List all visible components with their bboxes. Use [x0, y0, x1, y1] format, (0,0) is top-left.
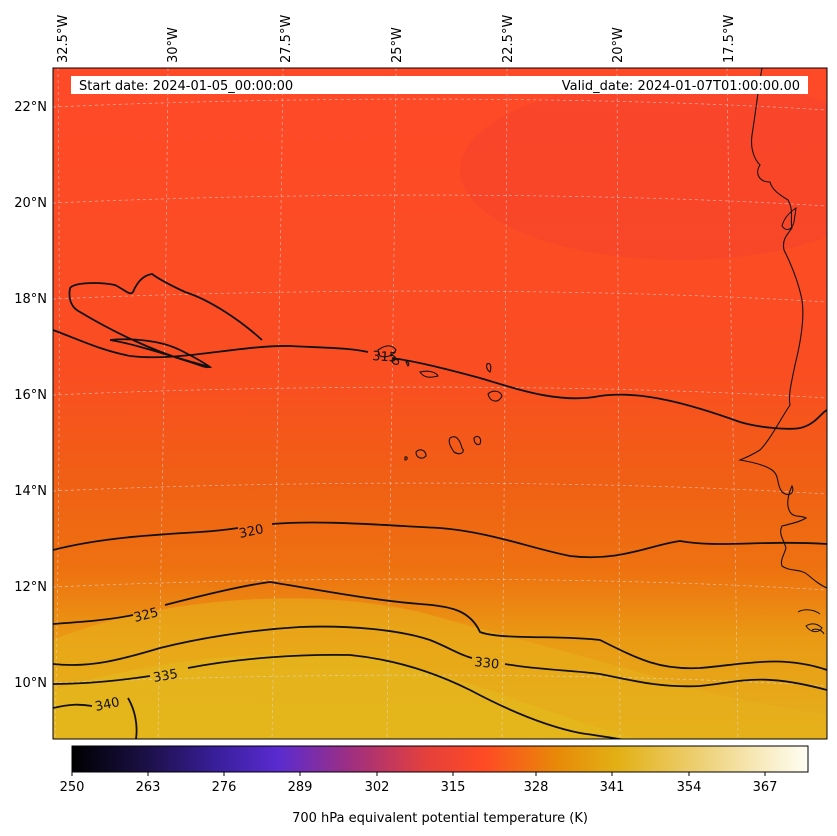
latitude-labels: 22°N 20°N 18°N 16°N 14°N 12°N 10°N	[14, 100, 47, 691]
colorbar-tick-367: 367	[753, 780, 778, 795]
lon-label-27-5w: 27.5°W	[279, 15, 294, 63]
map-frame	[52, 67, 828, 740]
lon-label-22-5w: 22.5°W	[501, 15, 516, 63]
longitude-labels: 32.5°W 30°W 27.5°W 25°W 22.5°W 20°W 17.5…	[56, 15, 737, 63]
contour-340-west	[53, 703, 93, 709]
lat-label-16n: 16°N	[14, 388, 47, 403]
lat-label-14n: 14°N	[14, 484, 47, 499]
colorbar-tick-302: 302	[365, 780, 390, 795]
contour-315-east	[391, 357, 827, 430]
colorbar: 250 263 276 289 302 315 328 341 354 367 …	[60, 745, 809, 826]
island-boa-vista	[487, 390, 503, 402]
contour-340-east	[127, 697, 138, 739]
colorbar-tick-250: 250	[60, 780, 85, 795]
gridline-lat-3	[53, 290, 827, 303]
colorbar-tick-315: 315	[441, 780, 466, 795]
lon-label-30w: 30°W	[166, 27, 181, 63]
contour-label-315: 315	[372, 349, 398, 366]
contour-320-east	[271, 521, 827, 559]
lat-label-12n: 12°N	[14, 580, 47, 595]
contour-label-325: 325	[132, 605, 160, 626]
gridline-lat-7	[53, 674, 827, 687]
lon-label-17-5w: 17.5°W	[722, 15, 737, 63]
island-brava	[404, 456, 408, 461]
colorbar-tick-289: 289	[288, 780, 313, 795]
map-field: 315 320 325 330 335 340	[53, 68, 827, 739]
gridline-lon-4	[386, 68, 397, 739]
info-bar	[71, 76, 808, 94]
contour-330-west	[53, 625, 473, 666]
island-sao-nicolau	[419, 370, 439, 378]
contour-330-east	[504, 663, 827, 691]
contour-label-340: 340	[94, 695, 121, 715]
field-warmest-band	[53, 654, 640, 739]
field-northeast-tone	[460, 80, 827, 260]
contour-label-335: 335	[152, 667, 179, 686]
contour-335-east	[187, 653, 625, 739]
coast-inlet	[781, 206, 797, 230]
lon-label-32-5w: 32.5°W	[56, 15, 71, 63]
colorbar-title: 700 hPa equivalent potential temperature…	[292, 811, 588, 826]
gridline-lat-1	[53, 98, 827, 111]
lon-label-25w: 25°W	[390, 27, 405, 63]
gridlines	[53, 68, 827, 739]
colorbar-tick-263: 263	[136, 780, 161, 795]
contours	[53, 273, 827, 739]
contour-label-320: 320	[238, 522, 265, 542]
bijagos-islands	[797, 609, 825, 635]
gridline-lon-7	[726, 68, 739, 739]
contour-335-west	[53, 675, 151, 685]
lon-label-20w: 20°W	[611, 27, 626, 63]
gridline-lat-6	[53, 578, 827, 591]
gridline-lon-1	[54, 68, 60, 739]
lat-label-10n: 10°N	[14, 676, 47, 691]
contour-315-tongue	[68, 287, 213, 369]
island-fogo	[415, 449, 427, 459]
contour-325-east	[164, 581, 827, 671]
gridline-lat-5	[53, 482, 827, 495]
gridline-lon-5	[501, 68, 508, 739]
lat-label-18n: 18°N	[14, 292, 47, 307]
colorbar-tick-marks	[71, 772, 766, 776]
gridline-lon-6	[616, 68, 621, 739]
island-sao-vicente	[391, 358, 400, 365]
contour-label-330: 330	[474, 655, 500, 673]
colorbar-tick-354: 354	[677, 780, 702, 795]
contour-320-west	[53, 527, 239, 551]
gridline-lon-3	[271, 68, 284, 739]
colorbar-tick-328: 328	[524, 780, 549, 795]
africa-coastline	[737, 68, 827, 589]
valid-date-label: Valid_date: 2024-01-07T01:00:00.00	[562, 79, 800, 94]
colorbar-bar	[71, 745, 809, 773]
gridline-lat-2	[53, 194, 827, 207]
cape-verde-islands	[377, 345, 503, 461]
colorbar-tick-341: 341	[600, 780, 625, 795]
island-sal	[486, 362, 492, 373]
gridline-lon-2	[157, 68, 169, 739]
colorbar-tick-276: 276	[212, 780, 237, 795]
lat-label-22n: 22°N	[14, 100, 47, 115]
island-maio	[473, 435, 482, 446]
contour-325-west	[53, 614, 134, 625]
lat-label-20n: 20°N	[14, 196, 47, 211]
start-date-label: Start date: 2024-01-05_00:00:00	[79, 79, 293, 94]
contour-315-west	[53, 329, 369, 359]
contour-315-tongue-top	[69, 273, 263, 341]
island-santiago	[448, 436, 464, 455]
island-santo-antao	[377, 345, 397, 358]
gridline-lat-4	[53, 386, 827, 399]
island-santa-luzia	[405, 361, 410, 367]
